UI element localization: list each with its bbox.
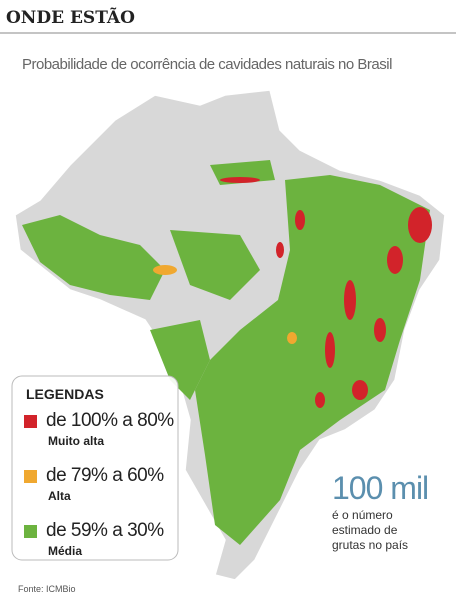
subtitle: Probabilidade de ocorrência de cavidades…	[22, 56, 392, 73]
legend-range: de 79% a 60%	[46, 465, 164, 486]
legend-label: Muito alta	[48, 434, 104, 448]
orange-spots	[153, 265, 297, 344]
legend-label: Alta	[48, 489, 71, 503]
title: ONDE ESTÃO	[6, 8, 135, 28]
legend-swatch	[24, 525, 37, 538]
red-spots	[220, 177, 432, 408]
legend-label: Média	[48, 544, 83, 558]
legend-box	[11, 375, 179, 561]
legend-title: LEGENDAS	[26, 386, 104, 402]
caption-line: estimado de	[332, 523, 398, 537]
legend-range: de 59% a 30%	[46, 520, 164, 541]
legend-swatch	[24, 470, 37, 483]
highlight-value: 100 mil	[332, 470, 429, 506]
caption-line: é o número	[332, 508, 393, 522]
green-areas	[22, 160, 430, 545]
source: Fonte: ICMBio	[18, 584, 76, 594]
legend-range: de 100% a 80%	[46, 410, 174, 431]
legend-swatch	[24, 415, 37, 428]
caption-line: grutas no país	[332, 538, 409, 552]
